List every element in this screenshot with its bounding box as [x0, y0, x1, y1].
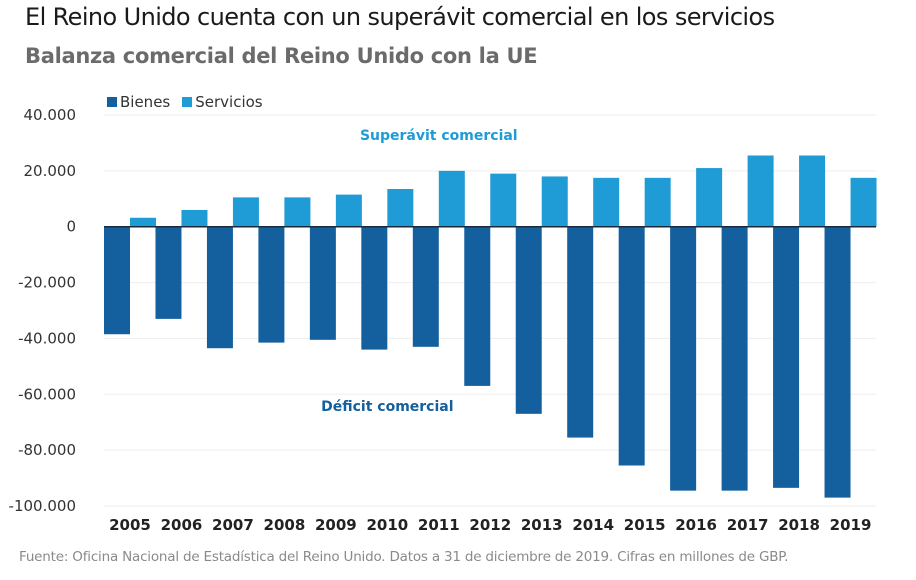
bar-servicios-2007 [232, 197, 259, 227]
bar-bienes-2018 [773, 226, 800, 488]
x-tick-label: 2017 [727, 516, 769, 534]
y-tick-label: -60.000 [18, 385, 76, 403]
bar-bienes-2019 [824, 226, 851, 498]
bar-bienes-2015 [618, 226, 645, 466]
x-tick-label: 2016 [675, 516, 717, 534]
chart-subtitle: Balanza comercial del Reino Unido con la… [25, 44, 538, 68]
bar-servicios-2013 [541, 176, 568, 227]
y-tick-label: -100.000 [9, 497, 76, 515]
legend-item-bienes: Bienes [107, 93, 170, 111]
bar-bienes-2013 [515, 226, 542, 414]
x-tick-label: 2007 [212, 516, 254, 534]
bar-bienes-2008 [258, 226, 285, 343]
y-tick-label: 40.000 [24, 106, 77, 124]
bar-servicios-2005 [130, 217, 156, 227]
bar-servicios-2015 [644, 177, 671, 227]
x-axis-ticks: 2005 2006 2007 2008 2009 2010 2011 2012 2013 2014… [109, 516, 871, 534]
bar-servicios-2010 [387, 189, 414, 227]
bar-servicios-2014 [593, 177, 620, 227]
legend-label-servicios: Servicios [195, 93, 263, 111]
bar-servicios-2016 [696, 168, 723, 227]
legend-swatch-servicios [182, 97, 193, 107]
x-tick-label: 2015 [624, 516, 666, 534]
bar-bienes-2014 [567, 226, 594, 438]
y-tick-label: -80.000 [18, 441, 76, 459]
bar-bienes-2006 [155, 226, 182, 319]
bar-servicios-2018 [799, 155, 826, 227]
bar-servicios-2019 [850, 177, 877, 227]
bar-bienes-2016 [670, 226, 697, 491]
x-tick-label: 2008 [264, 516, 306, 534]
x-tick-label: 2012 [469, 516, 511, 534]
y-tick-label: 0 [66, 218, 76, 236]
bar-servicios-2009 [335, 194, 362, 227]
x-tick-label: 2006 [161, 516, 203, 534]
bar-servicios-2008 [284, 197, 311, 227]
bar-bienes-2010 [361, 226, 388, 350]
x-tick-label: 2010 [366, 516, 408, 534]
bar-bienes-2005 [104, 226, 130, 335]
x-tick-label: 2019 [830, 516, 872, 534]
bar-servicios-2011 [438, 170, 465, 227]
source-note: Fuente: Oficina Nacional de Estadística … [19, 549, 789, 565]
x-tick-label: 2013 [521, 516, 563, 534]
y-tick-label: -20.000 [18, 274, 76, 292]
bar-servicios-2012 [490, 173, 517, 227]
y-tick-label: 20.000 [24, 162, 77, 180]
x-tick-label: 2005 [109, 516, 151, 534]
legend-swatch-bienes [107, 97, 117, 107]
bar-bienes-2017 [721, 226, 748, 491]
y-axis-ticks: 40.000 20.000 0 -20.000 -40.000 -60.000 -80.00… [9, 106, 76, 515]
legend-label-bienes: Bienes [120, 93, 171, 111]
bar-bienes-2011 [412, 226, 439, 347]
legend: Bienes Servicios [107, 93, 275, 111]
annotations: Superávit comercial Déficit comercial [321, 128, 518, 415]
chart-title: El Reino Unido cuenta con un superávit c… [25, 3, 775, 31]
bar-bienes-2009 [309, 226, 336, 340]
bar-bienes-2012 [464, 226, 491, 386]
bars [104, 155, 877, 498]
legend-item-servicios: Servicios [182, 93, 263, 111]
bar-servicios-2017 [747, 155, 774, 227]
x-tick-label: 2014 [572, 516, 614, 534]
x-tick-label: 2018 [778, 516, 820, 534]
annotation-label: Déficit comercial [321, 399, 453, 415]
bar-servicios-2006 [181, 209, 208, 227]
x-tick-label: 2009 [315, 516, 357, 534]
x-tick-label: 2011 [418, 516, 460, 534]
annotation-label: Superávit comercial [360, 128, 518, 144]
bar-bienes-2007 [206, 226, 233, 349]
y-tick-label: -40.000 [18, 329, 76, 347]
